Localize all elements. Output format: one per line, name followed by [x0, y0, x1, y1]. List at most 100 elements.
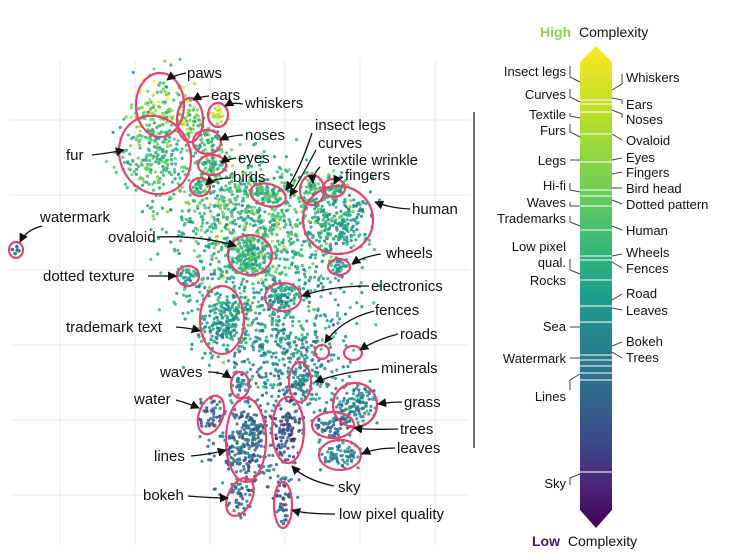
- region-wheels: [326, 257, 352, 277]
- scale-label-human: Human: [626, 223, 668, 238]
- region-paws: [134, 71, 186, 139]
- label-bokeh: bokeh: [143, 487, 184, 504]
- scale-label-waves: Waves: [527, 195, 567, 210]
- region-minerals: [287, 360, 313, 404]
- label-paws: paws: [187, 65, 222, 82]
- scale-label-fingers: Fingers: [626, 165, 670, 180]
- label-eyes: eyes: [238, 150, 270, 167]
- label-water: water: [133, 391, 171, 408]
- scale-label-bokeh: Bokeh: [626, 334, 663, 349]
- scale-label-whiskers: Whiskers: [626, 70, 680, 85]
- label-whiskers: whiskers: [244, 95, 303, 112]
- label-noses: noses: [245, 127, 285, 144]
- scale-label-insect-legs: Insect legs: [504, 64, 567, 79]
- region-curves: [249, 182, 287, 208]
- label-fur: fur: [66, 147, 84, 164]
- scale-label-sky: Sky: [544, 476, 566, 491]
- scale-label-noses: Noses: [626, 112, 663, 127]
- region-birds: [188, 176, 212, 198]
- scale-label-curves: Curves: [525, 87, 567, 102]
- label-ears: ears: [211, 87, 240, 104]
- label-electronics: electronics: [371, 278, 443, 295]
- region-waves: [229, 370, 251, 400]
- complexity-scale: High Complexity: [497, 24, 708, 549]
- scale-label-eyes: Eyes: [626, 150, 655, 165]
- scale-label-ovaloid: Ovaloid: [626, 133, 670, 148]
- scale-label-legs: Legs: [538, 153, 567, 168]
- scale-label-textile: Textile: [529, 107, 566, 122]
- region-eyes: [196, 153, 228, 177]
- scale-label-bird-head: Bird head: [626, 181, 682, 196]
- complexity-word-top: Complexity: [579, 24, 648, 40]
- complexity-word-bottom: Complexity: [568, 533, 637, 549]
- label-leaves: leaves: [397, 440, 440, 457]
- label-fences: fences: [375, 302, 419, 319]
- region-trademark: [198, 284, 246, 356]
- scale-label-watermark: Watermark: [503, 351, 567, 366]
- scale-label-sea: Sea: [543, 319, 567, 334]
- scale-label-hi-fi: Hi-fi: [543, 178, 566, 193]
- region-roads: [342, 344, 364, 362]
- label-watermark: watermark: [39, 209, 111, 226]
- scale-label-road: Road: [626, 286, 657, 301]
- concept-bands: [580, 99, 612, 473]
- label-roads: roads: [400, 326, 438, 343]
- region-human: [301, 184, 375, 256]
- scale-label-trademarks: Trademarks: [497, 211, 566, 226]
- label-trademark-text: trademark text: [66, 319, 163, 336]
- label-waves: waves: [159, 364, 203, 381]
- label-lines: lines: [154, 448, 185, 465]
- scale-title-bottom: Low Complexity: [532, 533, 637, 549]
- region-fur: [117, 114, 193, 196]
- embedding-scatter: [10, 57, 392, 526]
- label-trees: trees: [400, 421, 433, 438]
- label-human: human: [412, 201, 458, 218]
- label-minerals: minerals: [381, 360, 438, 377]
- scale-title-top: High Complexity: [540, 24, 648, 40]
- label-arrows: [19, 71, 411, 517]
- scale-label-fences: Fences: [626, 261, 669, 276]
- region-lines: [224, 396, 268, 484]
- scale-label-trees: Trees: [626, 350, 659, 365]
- scale-right-ticks: [611, 74, 623, 359]
- low-word: Low: [532, 533, 560, 549]
- region-ears: [175, 96, 205, 144]
- region-sky: [270, 395, 306, 465]
- label-low-pixel-quality: low pixel quality: [339, 506, 445, 523]
- scale-label-low-pixel: Low pixel: [512, 239, 566, 254]
- label-ovaloid: ovaloid: [108, 229, 156, 246]
- scale-label-rocks: Rocks: [530, 273, 567, 288]
- region-leaves: [317, 438, 363, 472]
- region-whiskers: [206, 101, 230, 129]
- complexity-gradient-bar: [580, 46, 612, 528]
- label-birds: birds: [233, 169, 266, 186]
- region-bokeh: [225, 477, 255, 517]
- region-watermark: [7, 240, 25, 260]
- scale-label-furs: Furs: [540, 123, 567, 138]
- region-dotted: [175, 264, 201, 288]
- region-water: [196, 394, 226, 436]
- high-word: High: [540, 24, 571, 40]
- map-labels: paws ears whiskers noses fur eyes birds …: [39, 65, 458, 523]
- label-curves: curves: [318, 135, 362, 152]
- label-dotted-texture: dotted texture: [43, 268, 135, 285]
- scale-label-wheels: Wheels: [626, 245, 670, 260]
- label-sky: sky: [338, 479, 361, 496]
- scale-label-dotted-pattern: Dotted pattern: [626, 197, 708, 212]
- label-wheels: wheels: [385, 245, 433, 262]
- label-grass: grass: [404, 394, 441, 411]
- region-low-pixel: [272, 480, 294, 530]
- region-electronics: [263, 281, 303, 313]
- label-textile-wrinkle: textile wrinkle: [328, 152, 418, 169]
- scale-label-qual: qual.: [538, 255, 566, 270]
- region-fences: [313, 343, 331, 361]
- scale-left-ticks: [569, 66, 581, 485]
- label-fingers: fingers: [345, 167, 390, 184]
- label-insect-legs: insect legs: [315, 117, 386, 134]
- scale-label-lines: Lines: [535, 389, 567, 404]
- scale-label-leaves: Leaves: [626, 303, 668, 318]
- region-noses: [191, 128, 223, 156]
- region-ovaloid: [226, 233, 274, 277]
- scale-label-ears: Ears: [626, 97, 653, 112]
